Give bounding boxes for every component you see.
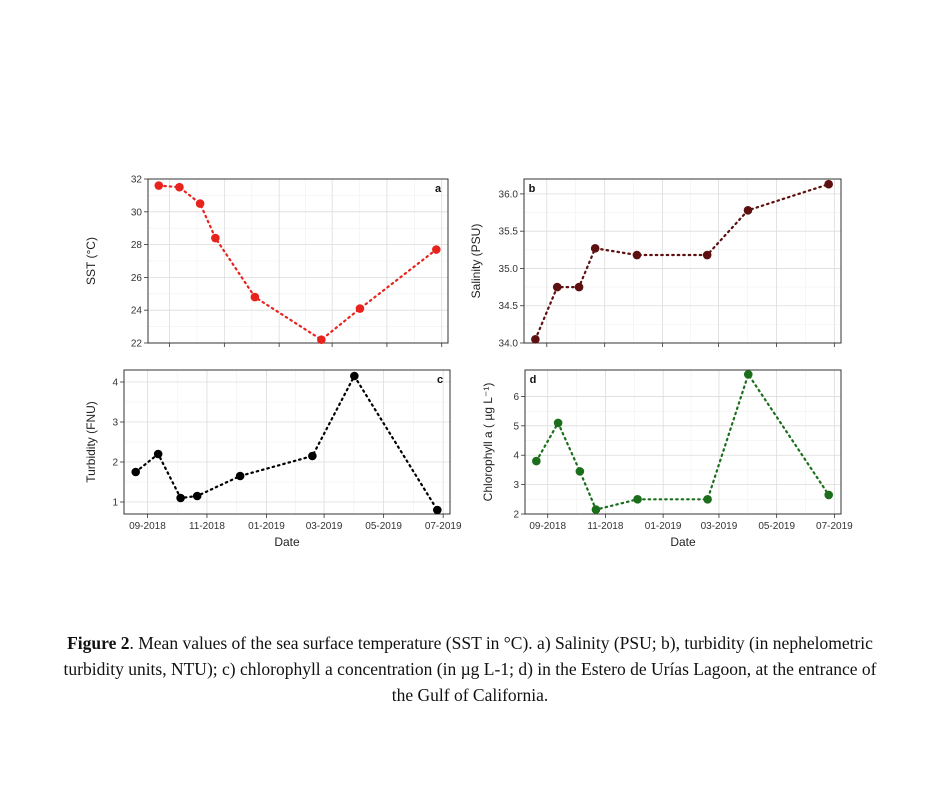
data-point — [176, 493, 185, 503]
x-tick-label: 07-2019 — [816, 521, 853, 532]
data-point — [154, 181, 164, 190]
y-axis-title: Turbidity (FNU) — [84, 401, 98, 483]
y-tick-label: 28 — [131, 240, 143, 251]
data-point — [131, 467, 141, 477]
data-point — [250, 292, 260, 302]
panel-d-chlorophyll: 09-2018 11-2018 01-2019 03-2019 05-2019 07-20… — [481, 369, 853, 549]
plot-area — [525, 370, 841, 514]
caption-text: . Mean values of the sea surface tempera… — [63, 633, 877, 705]
y-tick-label: 24 — [131, 306, 143, 317]
y-tick-label: 35.5 — [499, 227, 519, 238]
panel-border — [524, 369, 842, 515]
data-point — [575, 467, 585, 476]
data-point — [355, 304, 365, 313]
data-point — [824, 179, 833, 189]
panel-border — [523, 178, 842, 344]
y-tick-label: 30 — [131, 207, 143, 218]
y-tick-label: 3 — [112, 418, 118, 429]
data-point — [153, 449, 163, 459]
y-tick-label: 34.5 — [499, 301, 519, 312]
y-tick-label: 34.0 — [499, 339, 519, 350]
caption-label: Figure 2 — [67, 633, 130, 653]
y-tick-label: 26 — [131, 273, 143, 284]
y-tick-label: 2 — [112, 458, 118, 469]
y-tick-label: 1 — [112, 498, 118, 509]
panel-tag: b — [529, 183, 536, 195]
panel-b-salinity: 34.0 34.5 35.0 35.5 36.0 b Salinity (PSU) — [469, 178, 842, 350]
data-point — [553, 418, 563, 428]
data-point — [433, 505, 442, 515]
data-point — [195, 199, 205, 208]
data-point — [308, 451, 317, 461]
data-point — [552, 282, 562, 292]
data-point — [703, 495, 712, 504]
data-point — [532, 456, 541, 466]
data-point — [824, 490, 834, 500]
y-tick-label: 35.0 — [499, 264, 519, 275]
data-point — [432, 245, 441, 254]
data-point — [590, 244, 600, 253]
x-tick-label: 05-2019 — [365, 521, 402, 532]
series-line — [134, 373, 439, 512]
plot-area — [524, 179, 841, 343]
data-point — [574, 282, 584, 292]
y-tick-label: 6 — [513, 392, 519, 403]
data-point — [317, 335, 326, 345]
panel-border — [147, 178, 449, 344]
panel-tag: a — [435, 183, 442, 195]
y-axis-title: Salinity (PSU) — [469, 224, 483, 299]
x-tick-label: 01-2019 — [645, 521, 682, 532]
x-tick-label: 05-2019 — [758, 521, 795, 532]
data-point — [192, 491, 202, 501]
x-axis-title: Date — [670, 535, 696, 549]
y-tick-label: 5 — [513, 421, 519, 432]
data-point — [702, 250, 712, 260]
x-tick-label: 09-2018 — [529, 521, 566, 532]
panel-a-sst: 22 24 26 28 30 32 a SST (°C) — [84, 175, 449, 350]
data-point — [211, 233, 220, 243]
y-axis-title: SST (°C) — [84, 237, 98, 285]
y-tick-label: 22 — [131, 339, 143, 350]
y-tick-label: 32 — [131, 175, 143, 186]
data-point — [591, 505, 601, 514]
data-point — [743, 370, 753, 379]
y-tick-label: 4 — [513, 451, 519, 462]
x-tick-label: 03-2019 — [701, 521, 738, 532]
x-tick-label: 11-2018 — [587, 521, 623, 532]
x-tick-label: 07-2019 — [425, 521, 462, 532]
data-point — [632, 250, 642, 260]
figure-caption: Figure 2. Mean values of the sea surface… — [60, 630, 880, 708]
x-axis-title: Date — [274, 535, 300, 549]
data-point — [235, 471, 245, 481]
data-point — [175, 182, 184, 192]
y-tick-label: 36.0 — [499, 189, 519, 200]
data-point — [350, 371, 359, 381]
panel-tag: c — [437, 374, 443, 386]
x-tick-label: 09-2018 — [129, 521, 166, 532]
data-point — [531, 334, 540, 344]
panel-tag: d — [530, 374, 537, 386]
x-tick-label: 11-2018 — [189, 521, 225, 532]
y-tick-label: 4 — [112, 378, 118, 389]
x-tick-label: 01-2019 — [248, 521, 285, 532]
y-axis-title: Chlorophyll a ( µg L⁻¹) — [481, 383, 495, 502]
y-tick-label: 2 — [513, 510, 519, 521]
panel-border — [123, 369, 451, 515]
series-line — [157, 184, 438, 342]
y-tick-label: 3 — [513, 480, 519, 491]
series-line — [535, 371, 830, 511]
x-tick-label: 03-2019 — [306, 521, 343, 532]
panel-c-turbidity: 09-2018 11-2018 01-2019 03-2019 05-2019 07-20… — [84, 369, 462, 549]
data-point — [633, 495, 642, 504]
data-point — [743, 206, 753, 215]
